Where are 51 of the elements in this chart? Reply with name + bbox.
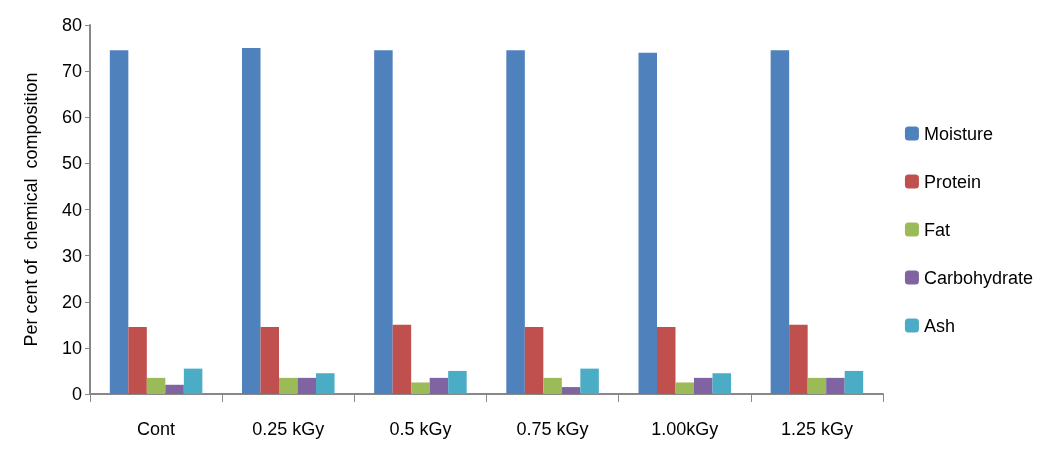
bar: [807, 377, 827, 394]
x-tick-label: 0.25 kGy: [252, 419, 325, 439]
bar: [411, 382, 430, 394]
bar: [561, 387, 581, 394]
bar: [165, 384, 184, 394]
bar: [580, 368, 599, 394]
bar: [844, 370, 864, 394]
bar: [374, 50, 393, 394]
bar: [279, 377, 298, 394]
bar: [183, 368, 203, 394]
bar: [316, 373, 335, 394]
y-tick-label: 50: [61, 153, 82, 174]
x-tick-label: 0.5 kGy: [389, 419, 452, 439]
bar: [638, 52, 657, 394]
x-tick-label: 1.00kGy: [651, 419, 719, 439]
bar: [506, 50, 525, 394]
bar: [789, 324, 808, 394]
y-tick-label: 20: [61, 291, 82, 312]
bar: [524, 327, 544, 394]
y-tick-label: 60: [61, 107, 82, 128]
legend-label: Ash: [923, 315, 955, 336]
y-tick-label: 0: [71, 384, 82, 404]
y-tick-label: 40: [61, 199, 82, 220]
bar: [657, 327, 676, 394]
y-tick-label: 10: [61, 337, 82, 358]
y-axis-title: Per cent of chemical composition: [21, 72, 41, 347]
bar: [241, 48, 261, 394]
bar: [392, 324, 412, 394]
x-tick-label: 1.25 kGy: [780, 419, 853, 439]
bar: [297, 377, 317, 394]
bar: [109, 50, 129, 394]
bar: [260, 327, 279, 394]
y-tick-label: 80: [61, 15, 82, 35]
legend-label: Moisture: [923, 123, 993, 144]
bar: [448, 370, 467, 394]
bar: [770, 50, 790, 394]
bar: [675, 382, 694, 394]
bar: [146, 377, 166, 394]
x-tick-label: 0.75 kGy: [516, 419, 589, 439]
bar: [429, 377, 449, 394]
y-tick-label: 30: [61, 245, 82, 266]
legend-label: Carbohydrate: [923, 267, 1034, 288]
bar: [826, 377, 845, 394]
bar: [712, 373, 732, 394]
x-tick-label: Cont: [137, 419, 176, 439]
legend-label: Fat: [923, 219, 950, 240]
bar: [128, 327, 147, 394]
bar: [543, 377, 562, 394]
y-tick-label: 70: [61, 61, 82, 82]
legend-label: Protein: [923, 171, 981, 192]
bar: [694, 377, 713, 394]
